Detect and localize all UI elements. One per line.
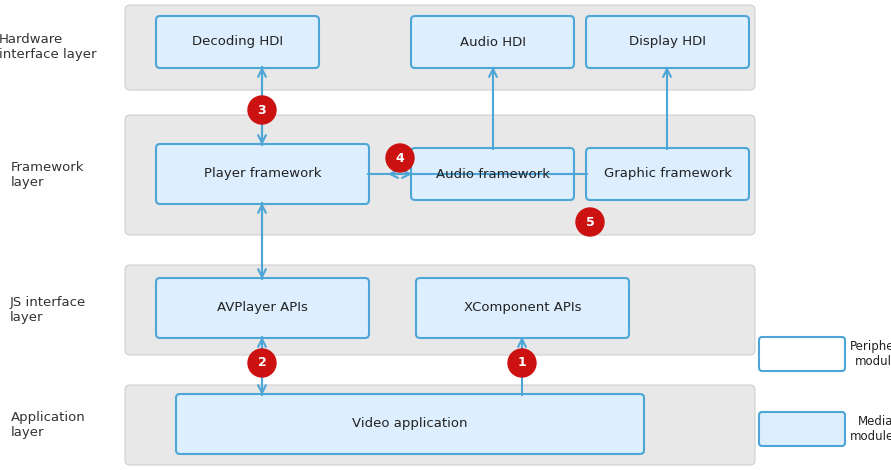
Text: Application
layer: Application layer [11,411,86,439]
FancyBboxPatch shape [586,16,749,68]
Text: 4: 4 [396,151,405,164]
Text: 1: 1 [518,357,527,369]
Text: Framework
layer: Framework layer [12,161,85,189]
Text: Hardware
interface layer: Hardware interface layer [0,33,97,61]
Text: Audio HDI: Audio HDI [460,36,526,48]
FancyBboxPatch shape [125,5,755,90]
Text: XComponent APIs: XComponent APIs [463,301,581,314]
Text: Media
modules: Media modules [850,415,891,443]
Text: JS interface
layer: JS interface layer [10,296,86,324]
Circle shape [386,144,414,172]
FancyBboxPatch shape [759,412,845,446]
Text: Display HDI: Display HDI [629,36,706,48]
Text: AVPlayer APIs: AVPlayer APIs [217,301,308,314]
Text: Player framework: Player framework [204,167,322,180]
Text: 2: 2 [257,357,266,369]
Circle shape [248,96,276,124]
Text: Video application: Video application [352,417,468,431]
FancyBboxPatch shape [416,278,629,338]
FancyBboxPatch shape [411,148,574,200]
Text: Graphic framework: Graphic framework [603,167,732,180]
Text: Audio framework: Audio framework [436,167,550,180]
FancyBboxPatch shape [125,265,755,355]
FancyBboxPatch shape [156,144,369,204]
FancyBboxPatch shape [156,278,369,338]
Circle shape [576,208,604,236]
Text: 5: 5 [585,216,594,228]
Circle shape [248,349,276,377]
Text: Peripheral
modules: Peripheral modules [850,340,891,368]
FancyBboxPatch shape [125,115,755,235]
FancyBboxPatch shape [176,394,644,454]
Circle shape [508,349,536,377]
FancyBboxPatch shape [125,385,755,465]
FancyBboxPatch shape [156,16,319,68]
FancyBboxPatch shape [759,337,845,371]
FancyBboxPatch shape [411,16,574,68]
Text: Decoding HDI: Decoding HDI [192,36,283,48]
Text: 3: 3 [257,103,266,117]
FancyBboxPatch shape [586,148,749,200]
